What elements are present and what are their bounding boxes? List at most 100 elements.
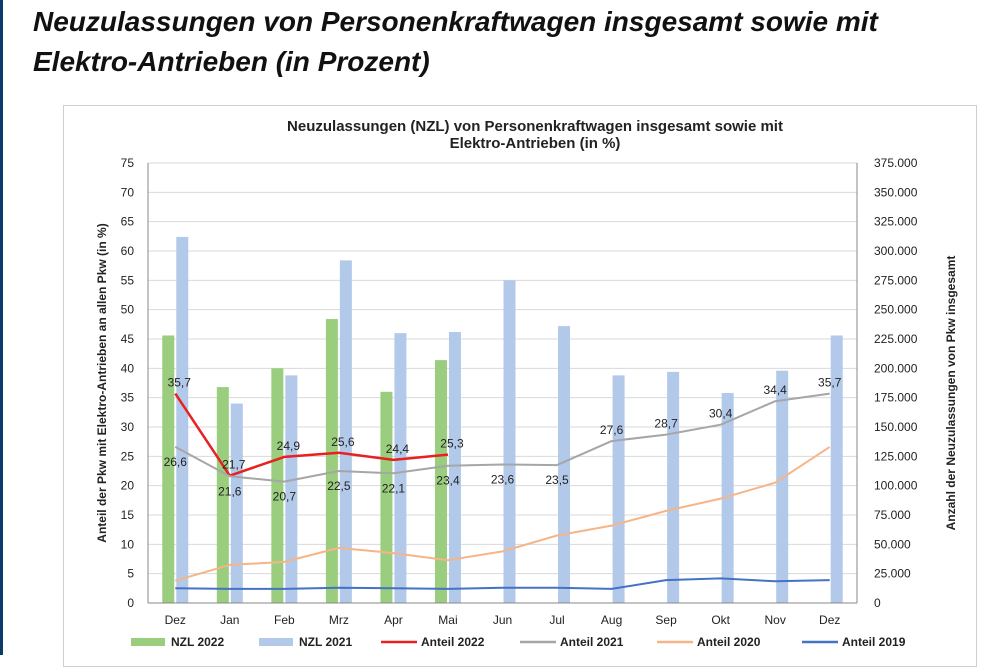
legend-swatch xyxy=(131,638,165,646)
bar-nzl-2021 xyxy=(667,371,680,603)
data-label-anteil-2022: 25,3 xyxy=(440,437,464,451)
bar-nzl-2022 xyxy=(216,387,229,603)
data-label-anteil-2021: 23,5 xyxy=(545,473,569,487)
y-left-tick-label: 55 xyxy=(121,273,135,287)
chart-title-line: Elektro-Antrieben (in %) xyxy=(450,135,621,152)
y-left-tick-label: 5 xyxy=(127,567,134,581)
data-label-anteil-2021: 27,6 xyxy=(600,423,624,437)
bar-nzl-2021 xyxy=(339,260,352,603)
y-left-tick-label: 45 xyxy=(121,332,135,346)
y-left-tick-label: 70 xyxy=(121,185,135,199)
data-label-anteil-2022: 24,9 xyxy=(277,439,301,453)
x-tick-label: Jun xyxy=(493,613,512,627)
y-left-tick-label: 65 xyxy=(121,215,135,229)
y-left-tick-label: 10 xyxy=(121,537,135,551)
y-right-axis-title: Anzahl der Neuzulassungen von Pkw insges… xyxy=(944,256,958,531)
legend-label: NZL 2022 xyxy=(171,635,224,649)
y-right-tick-label: 225.000 xyxy=(874,332,918,346)
y-right-tick-label: 300.000 xyxy=(874,244,918,258)
data-label-anteil-2021: 21,6 xyxy=(218,484,242,498)
left-accent-rule xyxy=(0,0,3,655)
y-left-tick-label: 25 xyxy=(121,449,135,463)
legend-label: Anteil 2021 xyxy=(560,635,624,649)
x-tick-label: Apr xyxy=(384,613,403,627)
y-left-tick-label: 75 xyxy=(121,156,135,170)
bar-nzl-2021 xyxy=(285,375,298,603)
y-right-tick-label: 175.000 xyxy=(874,391,918,405)
x-tick-label: Dez xyxy=(165,613,186,627)
data-label-anteil-2021: 22,1 xyxy=(382,481,406,495)
data-label-anteil-2022: 35,7 xyxy=(168,376,192,390)
bar-nzl-2021 xyxy=(776,370,789,603)
y-left-axis-title: Anteil der Pkw mit Elektro-Antrieben an … xyxy=(95,223,109,542)
legend-label: Anteil 2019 xyxy=(842,635,906,649)
y-left-tick-label: 20 xyxy=(121,479,135,493)
y-right-tick-label: 250.000 xyxy=(874,303,918,317)
line-anteil-2021 xyxy=(174,392,830,483)
y-right-tick-label: 25.000 xyxy=(874,567,911,581)
y-right-tick-label: 50.000 xyxy=(874,537,911,551)
data-label-anteil-2022: 24,4 xyxy=(386,442,410,456)
bar-nzl-2021 xyxy=(503,280,516,603)
data-labels: 35,7 21,7 24,9 25,6 24,4 25,3 26,6 21,6 20,7 22,5… xyxy=(164,376,842,504)
bar-nzl-2022 xyxy=(380,391,393,603)
x-tick-label: Mai xyxy=(438,613,457,627)
data-label-anteil-2022: 21,7 xyxy=(222,458,246,472)
line-anteil-2020 xyxy=(175,446,831,582)
y-left-tick-label: 30 xyxy=(121,420,135,434)
bar-nzl-2022 xyxy=(162,335,175,603)
bar-nzl-2022 xyxy=(434,360,447,603)
y-left-tick-label: 0 xyxy=(127,596,134,610)
x-tick-label: Nov xyxy=(765,613,786,627)
y-left-tick-label: 35 xyxy=(121,391,135,405)
y-right-tick-label: 325.000 xyxy=(874,215,918,229)
x-tick-label: Feb xyxy=(274,613,295,627)
x-tick-label: Aug xyxy=(601,613,622,627)
bar-nzl-2021 xyxy=(230,403,243,603)
bar-nzl-2021 xyxy=(721,392,734,603)
data-label-anteil-2021: 28,7 xyxy=(654,417,678,431)
legend-swatch xyxy=(259,638,293,646)
data-label-anteil-2021: 23,6 xyxy=(491,473,515,487)
x-tick-label: Okt xyxy=(711,613,730,627)
chart-text: Neuzulassungen (NZL) von Personenkraftwa… xyxy=(95,118,958,543)
bar-nzl-2021 xyxy=(448,331,461,603)
y-right-tick-label: 375.000 xyxy=(874,156,918,170)
data-label-anteil-2021: 22,5 xyxy=(327,479,351,493)
data-label-anteil-2021: 30,4 xyxy=(709,407,733,421)
y-right-tick-label: 200.000 xyxy=(874,361,918,375)
data-label-anteil-2021: 23,4 xyxy=(436,474,460,488)
y-right-tick-label: 0 xyxy=(874,596,881,610)
y-right-tick-label: 275.000 xyxy=(874,273,918,287)
y-right-tick-label: 350.000 xyxy=(874,185,918,199)
bar-nzl-2021 xyxy=(612,375,625,603)
page-title: Neuzulassungen von Personenkraftwagen in… xyxy=(33,6,878,77)
bar-nzl-2022 xyxy=(271,368,284,603)
y-left-tick-label: 50 xyxy=(121,303,135,317)
gridlines xyxy=(148,162,857,604)
x-tick-label: Jul xyxy=(549,613,564,627)
y-left-tick-label: 15 xyxy=(121,508,135,522)
bar-nzl-2021 xyxy=(176,236,189,604)
lines xyxy=(174,392,831,590)
legend-label: NZL 2021 xyxy=(299,635,352,649)
data-label-anteil-2021: 35,7 xyxy=(818,376,842,390)
legend-label: Anteil 2020 xyxy=(697,635,761,649)
bars xyxy=(162,236,843,604)
legend: NZL 2022 NZL 2021 Anteil 2022 Anteil 2021 An… xyxy=(131,635,906,649)
line-anteil-2022 xyxy=(174,392,449,477)
data-label-anteil-2022: 25,6 xyxy=(331,435,355,449)
x-tick-label: Dez xyxy=(819,613,840,627)
y-left-tick-label: 40 xyxy=(121,361,135,375)
x-tick-label: Sep xyxy=(655,613,677,627)
line-anteil-2019 xyxy=(175,577,830,590)
axes: 0 5 10 15 20 25 30 35 40 45 50 55 60 65 70 75 0 25.000 50.… xyxy=(121,156,918,627)
bar-nzl-2021 xyxy=(830,335,843,603)
chart-title-line: Neuzulassungen (NZL) von Personenkraftwa… xyxy=(287,118,783,135)
y-right-tick-label: 125.000 xyxy=(874,449,918,463)
y-right-tick-label: 75.000 xyxy=(874,508,911,522)
x-tick-label: Mrz xyxy=(329,613,349,627)
data-label-anteil-2021: 20,7 xyxy=(273,490,297,504)
x-tick-label: Jan xyxy=(220,613,239,627)
